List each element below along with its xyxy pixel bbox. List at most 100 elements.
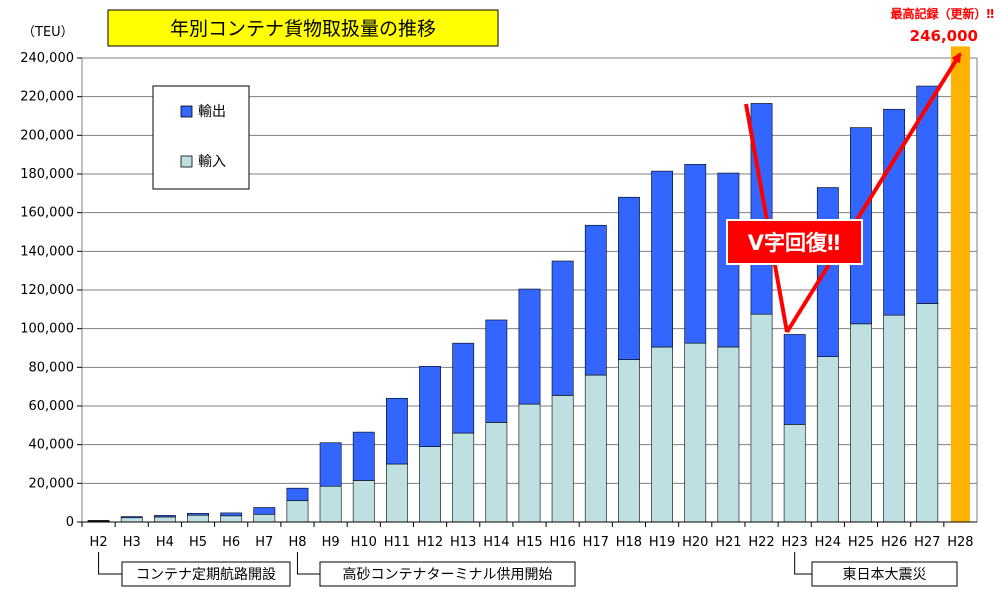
record-value: 246,000 bbox=[910, 27, 978, 45]
bar-export-H18 bbox=[618, 196, 640, 360]
bar-export-H13 bbox=[452, 342, 475, 434]
bar-import-H7 bbox=[253, 513, 276, 523]
milestone-box-H23 bbox=[811, 561, 958, 587]
x-tick-label: H25 bbox=[848, 535, 874, 550]
bar-import-H3 bbox=[120, 517, 143, 523]
y-tick-label: 200,000 bbox=[20, 128, 74, 143]
y-tick-label: 220,000 bbox=[20, 90, 74, 105]
bar-export-H19 bbox=[651, 170, 673, 348]
bar-import-H17 bbox=[584, 374, 607, 523]
chart-title-box bbox=[107, 9, 499, 47]
x-tick-label: H4 bbox=[156, 535, 174, 550]
y-tick-label: 20,000 bbox=[29, 476, 75, 491]
x-tick-label: H14 bbox=[483, 535, 509, 550]
v-line-down bbox=[744, 103, 789, 333]
bar-export-H6 bbox=[220, 512, 243, 517]
x-tick-label: H10 bbox=[351, 535, 377, 550]
milestone-leader-H2 bbox=[98, 552, 122, 575]
x-tick-label: H13 bbox=[450, 535, 476, 550]
milestone-text-H23: 東日本大震災 bbox=[843, 567, 927, 583]
v-recovery-callout bbox=[726, 219, 863, 265]
bar-import-H26 bbox=[883, 314, 906, 523]
bar-import-H13 bbox=[452, 432, 475, 523]
bar-import-H16 bbox=[551, 395, 574, 523]
x-tick-label: H9 bbox=[322, 535, 340, 550]
y-tick-label: 100,000 bbox=[20, 322, 74, 337]
x-tick-label: H28 bbox=[947, 535, 973, 550]
milestone-text-H8: 高砂コンテナターミナル供用開始 bbox=[343, 566, 553, 583]
bar-import-H4 bbox=[153, 516, 176, 523]
y-axis-unit: （TEU） bbox=[22, 25, 74, 40]
bar-export-H5 bbox=[187, 512, 209, 516]
bar-import-H5 bbox=[187, 514, 209, 523]
bar-export-H11 bbox=[385, 397, 408, 465]
bar-import-H24 bbox=[816, 356, 839, 523]
bar-export-H3 bbox=[120, 516, 143, 519]
bar-export-H20 bbox=[684, 164, 707, 344]
bar-import-H12 bbox=[419, 446, 441, 523]
bar-export-H26 bbox=[883, 108, 906, 316]
x-tick-label: H22 bbox=[748, 535, 774, 550]
bar-import-H22 bbox=[750, 313, 773, 523]
bar-import-H6 bbox=[220, 515, 243, 523]
milestone-leader-H8 bbox=[296, 552, 320, 575]
bar-export-H10 bbox=[352, 431, 375, 481]
y-tick-label: 160,000 bbox=[20, 206, 74, 221]
x-tick-label: H26 bbox=[881, 535, 907, 550]
x-tick-label: H17 bbox=[583, 535, 609, 550]
bar-export-H14 bbox=[485, 319, 508, 423]
bar-export-H4 bbox=[153, 515, 176, 518]
milestone-text-H2: コンテナ定期航路開設 bbox=[136, 567, 276, 583]
bar-import-H27 bbox=[916, 303, 939, 523]
x-tick-label: H5 bbox=[189, 535, 207, 550]
milestone-box-H8 bbox=[319, 561, 576, 587]
bar-import-H11 bbox=[385, 463, 408, 523]
bar-export-H8 bbox=[286, 487, 309, 502]
bar-import-H21 bbox=[717, 346, 740, 523]
bar-export-H7 bbox=[253, 507, 276, 515]
legend-swatch-import bbox=[180, 155, 193, 168]
x-tick-label: H8 bbox=[288, 535, 306, 550]
bar-export-H27 bbox=[916, 85, 939, 304]
legend-box bbox=[152, 85, 250, 190]
y-tick-label: 60,000 bbox=[29, 399, 75, 414]
chart-title: 年別コンテナ貨物取扱量の推移 bbox=[170, 18, 436, 40]
x-tick-label: H19 bbox=[649, 535, 675, 550]
bar-import-H19 bbox=[651, 346, 673, 523]
x-axis-ticks: H2 H3 H4 H5 H6 H7 H8 H9 H10 H11 H12 H13 H14 H15 H16 H17… bbox=[81, 521, 977, 550]
legend-label-export: 輸出 bbox=[198, 104, 226, 120]
x-tick-label: H21 bbox=[715, 535, 741, 550]
bar-export-H24 bbox=[816, 187, 839, 358]
bar-import-H9 bbox=[319, 485, 342, 523]
x-tick-label: H11 bbox=[384, 535, 410, 550]
bar-export-H23 bbox=[783, 334, 806, 425]
x-tick-label: H18 bbox=[616, 535, 642, 550]
bar-import-H20 bbox=[684, 342, 707, 523]
y-axis-ticks: 0 20,000 40,000 60,000 80,000 100,000 120,000 1… bbox=[20, 51, 82, 530]
x-tick-label: H15 bbox=[516, 535, 542, 550]
x-tick-label: H24 bbox=[815, 535, 841, 550]
bar-export-H17 bbox=[584, 224, 607, 376]
v-line-up-arrow bbox=[785, 52, 962, 334]
bar-export-H16 bbox=[551, 260, 574, 396]
bar-import-H25 bbox=[850, 323, 872, 523]
bar-export-H22 bbox=[750, 103, 773, 315]
bar-import-H18 bbox=[618, 359, 640, 523]
legend-swatch-export bbox=[180, 105, 193, 118]
y-tick-label: 0 bbox=[66, 515, 74, 530]
y-tick-label: 120,000 bbox=[20, 283, 74, 298]
x-tick-label: H16 bbox=[549, 535, 575, 550]
bar-import-H8 bbox=[286, 500, 309, 523]
bar-export-H15 bbox=[518, 288, 541, 405]
bar-export-H9 bbox=[319, 442, 342, 487]
x-tick-label: H6 bbox=[222, 535, 240, 550]
legend-label-import: 輸入 bbox=[198, 154, 226, 170]
bar-import-H15 bbox=[518, 403, 541, 523]
x-tick-label: H23 bbox=[782, 535, 808, 550]
bar-highlight-H28 bbox=[950, 46, 970, 523]
x-tick-label: H12 bbox=[417, 535, 443, 550]
x-tick-label: H27 bbox=[914, 535, 940, 550]
milestone-leader-H23 bbox=[794, 552, 812, 575]
milestone-annotations: コンテナ定期航路開設 高砂コンテナターミナル供用開始 東日本大震災 bbox=[98, 552, 958, 587]
